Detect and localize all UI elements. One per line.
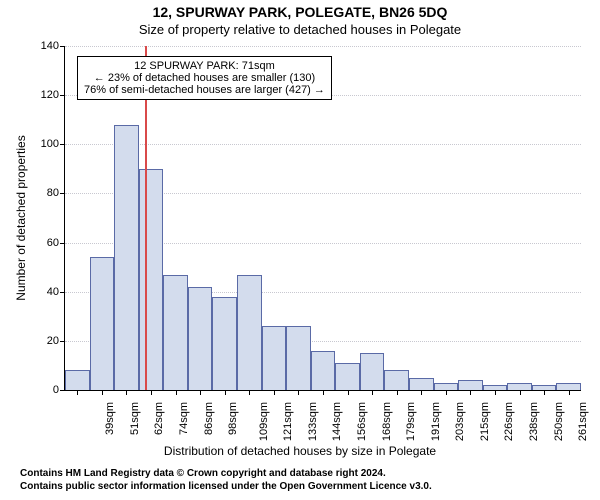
x-tick-mark — [421, 390, 422, 395]
bar — [237, 275, 262, 390]
x-tick-label: 191sqm — [430, 396, 442, 441]
gridline — [65, 46, 581, 47]
x-tick-label: 144sqm — [332, 396, 344, 441]
x-tick-mark — [249, 390, 250, 395]
gridline — [65, 144, 581, 145]
x-tick-label: 226sqm — [504, 396, 516, 441]
x-tick-label: 203sqm — [454, 396, 466, 441]
bar — [434, 383, 459, 390]
bar — [384, 370, 409, 390]
y-tick-label: 140 — [41, 40, 65, 52]
x-axis-label: Distribution of detached houses by size … — [0, 444, 600, 458]
plot-area: 02040608010012014039sqm51sqm62sqm74sqm86… — [64, 46, 581, 391]
x-tick-mark — [323, 390, 324, 395]
x-tick-label: 156sqm — [356, 396, 368, 441]
x-tick-mark — [348, 390, 349, 395]
y-tick-label: 100 — [41, 138, 65, 150]
bar — [114, 125, 139, 390]
x-tick-mark — [200, 390, 201, 395]
annotation-box: 12 SPURWAY PARK: 71sqm← 23% of detached … — [77, 56, 332, 100]
bar — [163, 275, 188, 390]
annotation-line: 76% of semi-detached houses are larger (… — [84, 84, 325, 96]
x-tick-label: 39sqm — [104, 396, 116, 435]
bar — [65, 370, 90, 390]
x-tick-label: 62sqm — [153, 396, 165, 435]
x-tick-mark — [225, 390, 226, 395]
x-tick-label: 51sqm — [129, 396, 141, 435]
bar — [90, 257, 115, 390]
bar — [556, 383, 581, 390]
x-tick-mark — [126, 390, 127, 395]
y-tick-label: 120 — [41, 89, 65, 101]
y-tick-label: 80 — [47, 187, 65, 199]
x-tick-mark — [397, 390, 398, 395]
x-tick-mark — [495, 390, 496, 395]
x-tick-label: 133sqm — [307, 396, 319, 441]
x-tick-label: 168sqm — [381, 396, 393, 441]
bar — [311, 351, 336, 390]
x-tick-label: 215sqm — [479, 396, 491, 441]
x-tick-mark — [470, 390, 471, 395]
bar — [507, 383, 532, 390]
x-tick-label: 74sqm — [178, 396, 190, 435]
x-tick-mark — [372, 390, 373, 395]
x-tick-label: 121sqm — [282, 396, 294, 441]
bar — [262, 326, 287, 390]
bar — [139, 169, 164, 390]
bar — [188, 287, 213, 390]
bar — [458, 380, 483, 390]
x-tick-mark — [298, 390, 299, 395]
bar — [409, 378, 434, 390]
x-tick-label: 179sqm — [405, 396, 417, 441]
x-tick-mark — [274, 390, 275, 395]
x-tick-mark — [102, 390, 103, 395]
x-tick-label: 86sqm — [203, 396, 215, 435]
x-tick-mark — [544, 390, 545, 395]
x-tick-label: 261sqm — [577, 396, 589, 441]
x-tick-label: 238sqm — [528, 396, 540, 441]
footer-line: Contains public sector information licen… — [20, 481, 432, 492]
footer-line: Contains HM Land Registry data © Crown c… — [20, 468, 386, 479]
annotation-line: 12 SPURWAY PARK: 71sqm — [84, 60, 325, 72]
y-axis-label: Number of detached properties — [14, 46, 28, 390]
x-tick-label: 250sqm — [553, 396, 565, 441]
x-tick-mark — [446, 390, 447, 395]
bar — [360, 353, 385, 390]
y-tick-label: 0 — [53, 384, 65, 396]
bar — [212, 297, 237, 390]
x-tick-mark — [176, 390, 177, 395]
x-tick-mark — [520, 390, 521, 395]
title-address: 12, SPURWAY PARK, POLEGATE, BN26 5DQ — [0, 4, 600, 20]
title-subtitle: Size of property relative to detached ho… — [0, 22, 600, 37]
x-tick-mark — [77, 390, 78, 395]
x-tick-label: 109sqm — [258, 396, 270, 441]
x-tick-mark — [569, 390, 570, 395]
annotation-line: ← 23% of detached houses are smaller (13… — [84, 72, 325, 84]
figure: 12, SPURWAY PARK, POLEGATE, BN26 5DQ Siz… — [0, 0, 600, 500]
x-tick-mark — [151, 390, 152, 395]
bar — [286, 326, 311, 390]
y-tick-label: 60 — [47, 237, 65, 249]
x-tick-label: 98sqm — [227, 396, 239, 435]
y-tick-label: 20 — [47, 335, 65, 347]
bar — [335, 363, 360, 390]
y-tick-label: 40 — [47, 286, 65, 298]
